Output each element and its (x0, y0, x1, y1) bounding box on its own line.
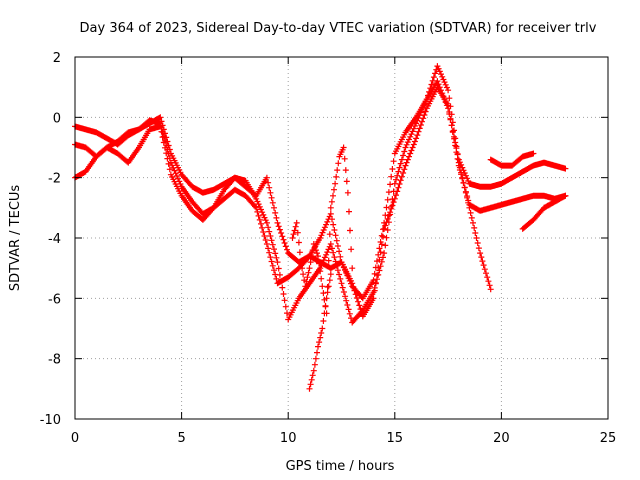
x-tick-label: 5 (177, 431, 185, 446)
markers (72, 63, 569, 392)
y-tick-label: 0 (53, 111, 61, 126)
x-tick-label: 20 (493, 431, 510, 446)
grid (75, 57, 608, 419)
x-tick-label: 15 (387, 431, 404, 446)
x-tick-label: 25 (600, 431, 617, 446)
y-tick-label: -2 (48, 172, 61, 187)
x-tick-label: 10 (280, 431, 297, 446)
series-short-segment-b (519, 192, 569, 232)
y-tick-label: -4 (48, 232, 61, 247)
series-low-dip-11 (306, 271, 334, 392)
series-track-3 (72, 84, 569, 320)
x-axis-label: GPS time / hours (286, 459, 395, 474)
series-short-segment-a (487, 150, 537, 169)
plot-frame (74, 56, 609, 420)
y-tick-label: -6 (48, 292, 61, 307)
y-tick-label: -10 (40, 413, 61, 428)
y-tick-label: -8 (48, 353, 61, 368)
y-tick-label: 2 (53, 51, 61, 66)
chart-title: Day 364 of 2023, Sidereal Day-to-day VTE… (80, 21, 597, 36)
y-axis-label: SDTVAR / TECUs (8, 185, 23, 292)
x-tick-label: 0 (71, 431, 79, 446)
